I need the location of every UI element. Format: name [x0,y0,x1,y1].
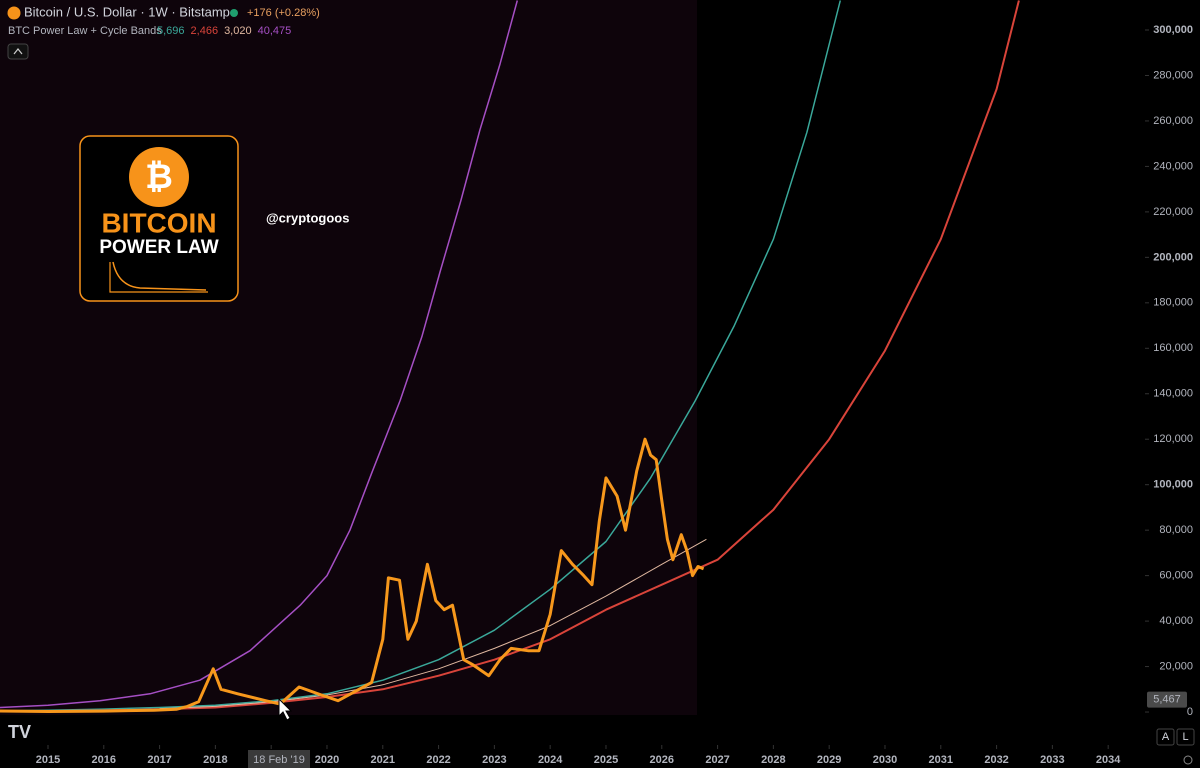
x-tick-label: 2034 [1096,754,1121,766]
price-change: +176 (+0.28%) [247,7,320,19]
y-tick-label: 120,000 [1153,433,1193,445]
crosshair-x-label: 18 Feb '19 [253,754,305,766]
log-label: L [1182,731,1188,743]
mouse-cursor [278,697,293,721]
series-line [0,0,519,709]
series-line [0,437,705,713]
axes: 0 20,000 40,000 60,000 80,000 100,000 120,000 1… [36,24,1193,768]
indicator-value: 2,466 [191,25,219,37]
indicator-value: 5,696 [157,25,185,37]
logo-symbol: ₿ [145,158,173,196]
x-tick-label: 2021 [371,754,395,766]
x-tick-label: 2022 [426,754,450,766]
y-tick-label: 180,000 [1153,297,1193,309]
y-tick-label: 200,000 [1153,251,1193,263]
x-tick-label: 2028 [761,754,785,766]
plot-area [0,0,1020,713]
x-tick-label: 2024 [538,754,563,766]
x-tick-label: 2031 [929,754,953,766]
symbol-icon [7,6,21,20]
logo-curve [112,261,207,291]
crosshair-x-box [248,750,310,768]
y-tick-label: 20,000 [1159,660,1193,672]
auto-label: A [1162,731,1170,743]
y-tick-label: 0 [1187,706,1193,718]
x-tick-label: 2025 [594,754,618,766]
y-tick-label: 160,000 [1153,342,1193,354]
tv-logo: TV [8,722,31,742]
logo-box [79,135,239,302]
indicator-value: 3,020 [224,25,252,37]
x-tick-label: 2027 [705,754,729,766]
auto-button[interactable] [1156,728,1175,746]
x-tick-label: 2020 [315,754,339,766]
series-line [0,0,842,712]
series-line [159,538,707,710]
x-tick-label: 2032 [984,754,1008,766]
market-status [230,9,238,17]
settings-icon[interactable] [1183,755,1193,765]
x-tick-label: 2026 [650,754,674,766]
crosshair-y-box [1147,691,1187,708]
logo-title: BITCOIN [101,207,216,238]
y-tick-label: 60,000 [1159,570,1193,582]
y-tick-label: 260,000 [1153,115,1193,127]
y-tick-label: 140,000 [1153,388,1193,400]
y-tick-label: 300,000 [1153,24,1193,36]
x-tick-label: 2029 [817,754,841,766]
y-tick-label: 80,000 [1159,524,1193,536]
logo-subtitle: POWER LAW [99,237,218,258]
symbol-title[interactable]: Bitcoin / U.S. Dollar · 1W · Bitstamp [24,4,230,19]
x-tick-label: 2033 [1040,754,1064,766]
x-tick-label: 2016 [92,754,116,766]
crosshair-y-label: 5,467 [1153,694,1181,706]
log-button[interactable] [1176,728,1195,746]
x-tick-label: 2018 [203,754,227,766]
y-tick-label: 220,000 [1153,206,1193,218]
indicator-name[interactable]: BTC Power Law + Cycle Bands [8,25,162,37]
y-tick-label: 40,000 [1159,615,1193,627]
x-tick-label: 2030 [873,754,897,766]
collapse-icon [13,48,23,55]
watermark: @cryptogoos [266,210,349,225]
indicator-values: 5,696 2,466 3,020 40,475 [157,25,291,37]
y-tick-label: 100,000 [1153,479,1193,491]
indicator-value: 40,475 [258,25,292,37]
band-shade [0,0,697,715]
y-tick-label: 280,000 [1153,69,1193,81]
collapse-button[interactable] [7,43,29,60]
y-tick-label: 240,000 [1153,160,1193,172]
logo-coin [129,147,189,207]
x-tick-label: 2015 [36,754,60,766]
x-tick-label: 2017 [147,754,171,766]
x-tick-label: 2023 [482,754,506,766]
logo-axes [109,262,208,293]
